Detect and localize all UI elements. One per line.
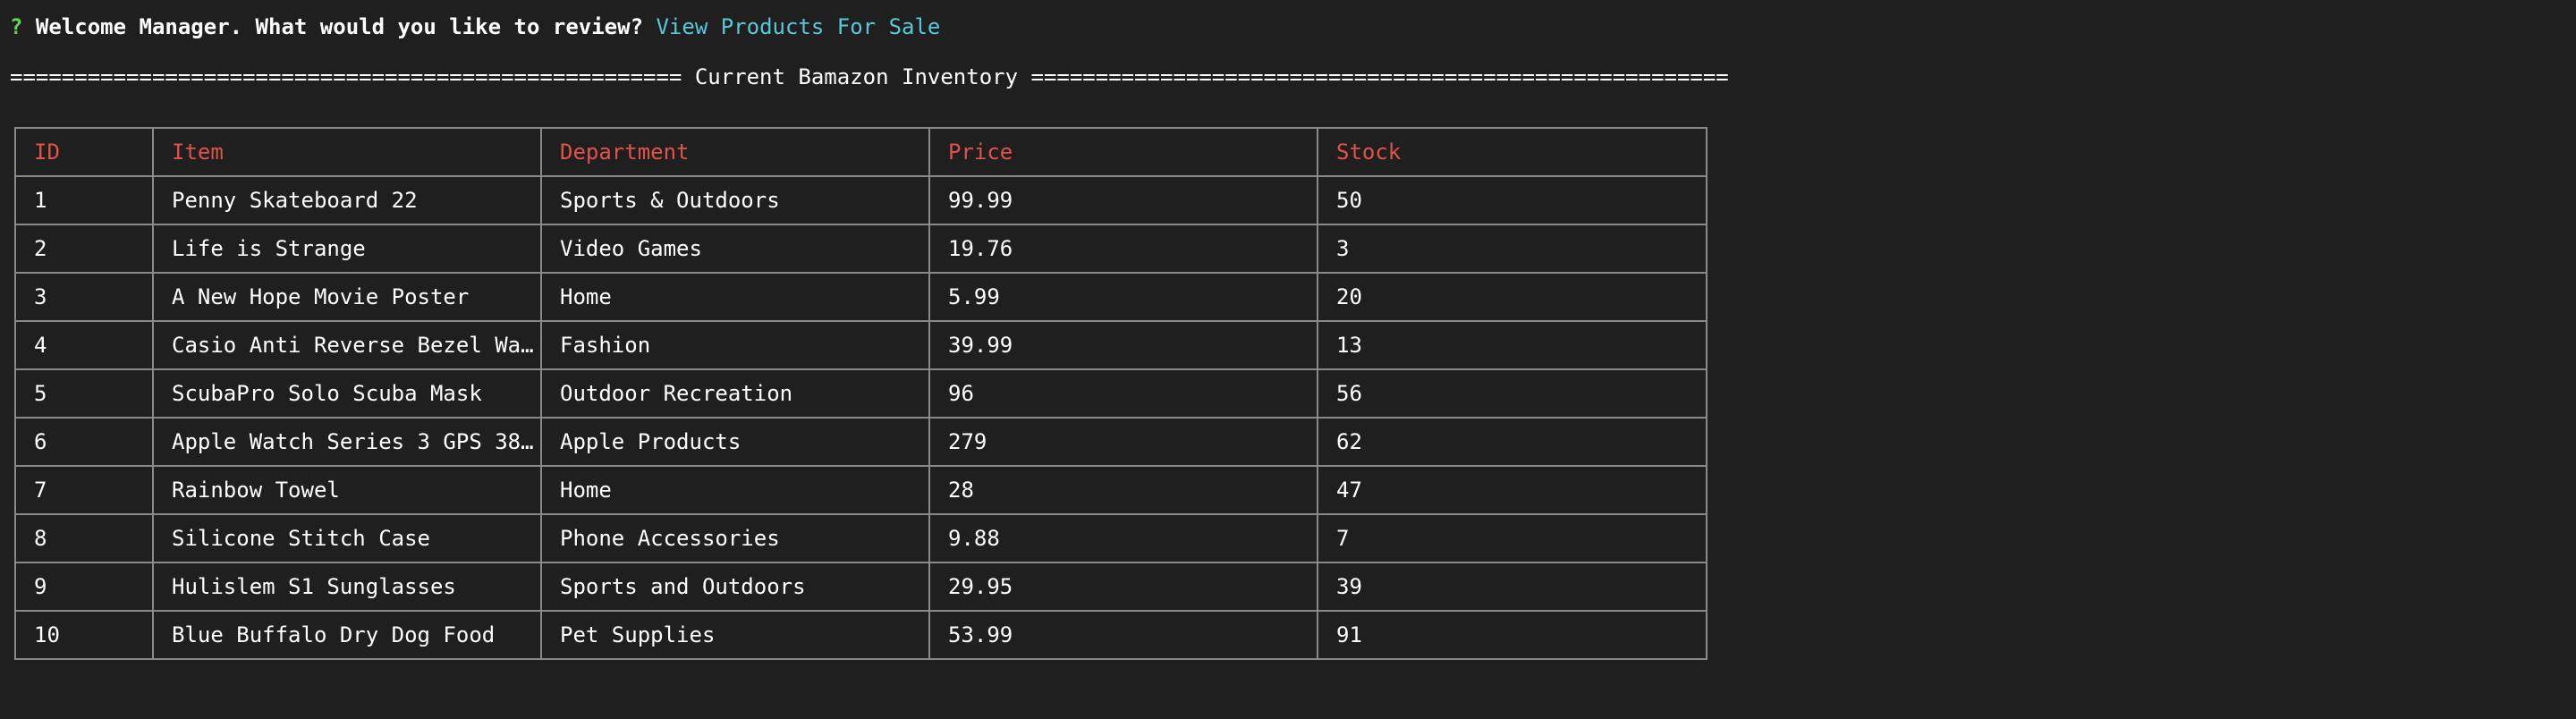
cell-id: 4 <box>14 320 154 370</box>
table-row: 5 ScubaPro Solo Scuba Mask Outdoor Recre… <box>14 368 1707 419</box>
cell-department: Pet Supplies <box>540 610 930 660</box>
cell-stock: 56 <box>1317 368 1707 419</box>
cell-id: 10 <box>14 610 154 660</box>
prompt-answer: View Products For Sale <box>656 14 941 39</box>
cell-price: 279 <box>928 417 1318 467</box>
cell-department: Sports and Outdoors <box>540 562 930 612</box>
cell-stock: 39 <box>1317 562 1707 612</box>
table-header-row: ID Item Department Price Stock <box>14 127 1707 177</box>
table-row: 10 Blue Buffalo Dry Dog Food Pet Supplie… <box>14 610 1707 660</box>
cell-item: Silicone Stitch Case <box>152 513 542 563</box>
table-row: 6 Apple Watch Series 3 GPS 38… Apple Pro… <box>14 417 1707 467</box>
cell-item: Blue Buffalo Dry Dog Food <box>152 610 542 660</box>
cell-stock: 3 <box>1317 224 1707 274</box>
table-row: 8 Silicone Stitch Case Phone Accessories… <box>14 513 1707 563</box>
table-row: 7 Rainbow Towel Home 28 47 <box>14 465 1707 515</box>
prompt-question: Welcome Manager. What would you like to … <box>35 14 644 39</box>
table-row: 4 Casio Anti Reverse Bezel Wa… Fashion 3… <box>14 320 1707 370</box>
cell-stock: 91 <box>1317 610 1707 660</box>
column-header-price: Price <box>928 127 1318 177</box>
inventory-banner: ========================================… <box>10 61 1729 93</box>
cell-item: A New Hope Movie Poster <box>152 272 542 322</box>
cell-id: 9 <box>14 562 154 612</box>
cell-item: Hulislem S1 Sunglasses <box>152 562 542 612</box>
cell-department: Video Games <box>540 224 930 274</box>
cell-price: 39.99 <box>928 320 1318 370</box>
cell-id: 7 <box>14 465 154 515</box>
cell-price: 53.99 <box>928 610 1318 660</box>
cell-id: 8 <box>14 513 154 563</box>
banner-rule-left: ========================================… <box>10 64 682 89</box>
banner-title: Current Bamazon Inventory <box>694 64 1019 89</box>
cell-item: Rainbow Towel <box>152 465 542 515</box>
cell-price: 99.99 <box>928 175 1318 225</box>
table-row: 9 Hulislem S1 Sunglasses Sports and Outd… <box>14 562 1707 612</box>
cell-item: Apple Watch Series 3 GPS 38… <box>152 417 542 467</box>
cell-id: 2 <box>14 224 154 274</box>
cell-price: 9.88 <box>928 513 1318 563</box>
cell-id: 3 <box>14 272 154 322</box>
cell-price: 5.99 <box>928 272 1318 322</box>
cell-id: 1 <box>14 175 154 225</box>
cell-item: Life is Strange <box>152 224 542 274</box>
cell-item: ScubaPro Solo Scuba Mask <box>152 368 542 419</box>
table-row: 1 Penny Skateboard 22 Sports & Outdoors … <box>14 175 1707 225</box>
cell-price: 29.95 <box>928 562 1318 612</box>
cell-department: Phone Accessories <box>540 513 930 563</box>
table-row: 3 A New Hope Movie Poster Home 5.99 20 <box>14 272 1707 322</box>
banner-rule-right: ========================================… <box>1030 64 1729 89</box>
cell-price: 28 <box>928 465 1318 515</box>
inventory-table: ID Item Department Price Stock 1 Penny S… <box>14 127 1707 660</box>
cell-department: Outdoor Recreation <box>540 368 930 419</box>
column-header-stock: Stock <box>1317 127 1707 177</box>
cell-department: Fashion <box>540 320 930 370</box>
cell-item: Penny Skateboard 22 <box>152 175 542 225</box>
cell-department: Apple Products <box>540 417 930 467</box>
table-row: 2 Life is Strange Video Games 19.76 3 <box>14 224 1707 274</box>
cell-department: Sports & Outdoors <box>540 175 930 225</box>
cell-stock: 13 <box>1317 320 1707 370</box>
prompt-line: ? Welcome Manager. What would you like t… <box>10 11 940 43</box>
cell-stock: 50 <box>1317 175 1707 225</box>
cell-item: Casio Anti Reverse Bezel Wa… <box>152 320 542 370</box>
column-header-id: ID <box>14 127 154 177</box>
cell-stock: 47 <box>1317 465 1707 515</box>
cell-price: 96 <box>928 368 1318 419</box>
column-header-item: Item <box>152 127 542 177</box>
cell-department: Home <box>540 465 930 515</box>
column-header-department: Department <box>540 127 930 177</box>
cell-stock: 20 <box>1317 272 1707 322</box>
cell-department: Home <box>540 272 930 322</box>
cell-stock: 62 <box>1317 417 1707 467</box>
cell-id: 6 <box>14 417 154 467</box>
prompt-marker: ? <box>10 14 23 39</box>
cell-price: 19.76 <box>928 224 1318 274</box>
cell-stock: 7 <box>1317 513 1707 563</box>
cell-id: 5 <box>14 368 154 419</box>
